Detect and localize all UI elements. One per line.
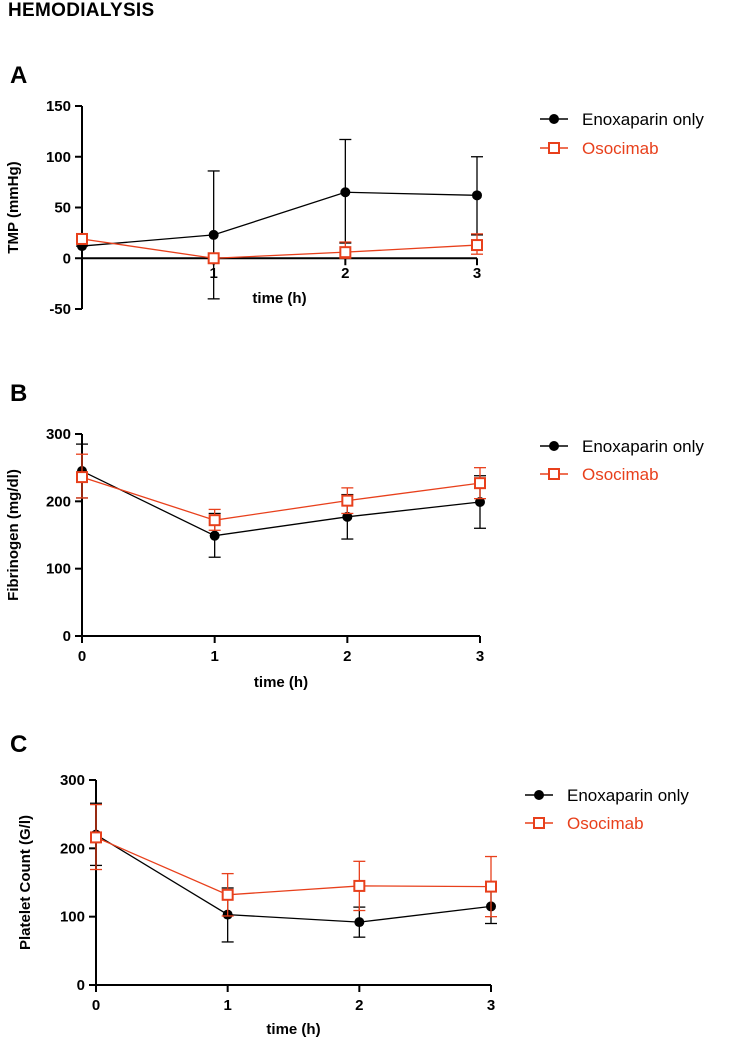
legend-label: Osocimab <box>582 465 659 484</box>
figure-title: HEMODIALYSIS <box>8 0 155 21</box>
y-axis-title: Fibrinogen (mg/dl) <box>5 469 22 601</box>
data-point <box>208 229 219 240</box>
x-tick-label: 2 <box>355 997 363 1014</box>
series-osocimab <box>76 453 486 531</box>
series-line <box>95 836 492 896</box>
y-axis-title: Platelet Count (G/l) <box>17 815 34 950</box>
legend-item-enoxaparin: Enoxaparin only <box>540 110 704 129</box>
data-point <box>341 494 354 507</box>
y-tick-label: 0 <box>63 628 71 645</box>
legend-marker <box>533 817 545 829</box>
x-tick-label: 3 <box>476 648 484 665</box>
series-enoxaparin <box>90 802 497 943</box>
y-tick-label: 100 <box>60 909 85 926</box>
panel-label: C <box>10 731 27 758</box>
y-tick-label: 100 <box>46 149 71 166</box>
legend-marker <box>548 468 560 480</box>
series-line <box>81 238 478 259</box>
data-point <box>207 252 220 265</box>
x-tick-label: 3 <box>473 265 481 282</box>
legend-label: Enoxaparin only <box>567 786 689 805</box>
y-tick-label: -50 <box>49 301 71 318</box>
series-line <box>95 834 492 923</box>
data-point <box>221 888 234 901</box>
legend-marker <box>549 114 559 124</box>
x-axis-title: time (h) <box>266 1021 320 1038</box>
legend-item-enoxaparin: Enoxaparin only <box>540 437 704 456</box>
data-point <box>340 187 351 198</box>
data-point <box>475 497 485 508</box>
data-point <box>471 239 483 252</box>
x-tick-label: 1 <box>210 648 218 665</box>
y-tick-label: 150 <box>46 98 71 115</box>
legend-label: Osocimab <box>582 139 659 158</box>
x-axis-title: time (h) <box>254 674 308 691</box>
series-line <box>81 470 481 537</box>
data-point <box>474 477 486 490</box>
data-point <box>90 831 102 844</box>
series-enoxaparin <box>76 443 486 558</box>
chart-panel-c: C 0 100 200 300 0 1 2 3 time (h) Platelet Count (G… <box>10 731 689 1038</box>
series-osocimab <box>76 232 483 265</box>
legend-marker <box>548 142 560 154</box>
panel-label: B <box>10 380 27 407</box>
x-tick-label: 0 <box>92 997 100 1014</box>
x-tick-label: 2 <box>341 265 349 282</box>
legend-marker <box>549 441 559 451</box>
data-point <box>472 190 482 201</box>
legend-item-osocimab: Osocimab <box>540 465 659 484</box>
y-tick-label: 200 <box>60 840 85 857</box>
legend-marker <box>534 790 544 800</box>
series-line <box>81 476 481 521</box>
data-point <box>354 917 365 928</box>
y-tick-label: 300 <box>60 772 85 789</box>
data-point <box>339 246 352 259</box>
series-line <box>81 191 478 247</box>
legend-label: Osocimab <box>567 814 644 833</box>
legend-item-enoxaparin: Enoxaparin only <box>525 786 689 805</box>
data-point <box>353 879 366 892</box>
series-osocimab <box>90 803 497 918</box>
data-point <box>76 232 88 245</box>
data-point <box>209 530 220 541</box>
y-axis-title: TMP (mmHg) <box>5 161 22 253</box>
panel-label: A <box>10 62 27 89</box>
chart-panel-a: A-50050100150123time (h)TMP (mmHg)Enoxap… <box>5 62 704 318</box>
x-tick-label: 2 <box>343 648 351 665</box>
chart-panel-b: B 0 100 200 300 0 1 2 3 time (h) Fibrinogen (mg/dl… <box>5 380 704 691</box>
y-tick-label: 0 <box>77 977 85 994</box>
y-tick-label: 300 <box>46 426 71 443</box>
y-tick-label: 100 <box>46 561 71 578</box>
legend-label: Enoxaparin only <box>582 437 704 456</box>
y-tick-label: 200 <box>46 493 71 510</box>
data-point <box>76 471 88 484</box>
legend-label: Enoxaparin only <box>582 110 704 129</box>
data-point <box>342 511 353 522</box>
series-enoxaparin <box>76 138 483 300</box>
x-tick-label: 1 <box>223 997 231 1014</box>
y-tick-label: 0 <box>63 250 71 267</box>
legend-item-osocimab: Osocimab <box>540 139 659 158</box>
data-point <box>208 514 221 527</box>
x-axis-title: time (h) <box>252 290 306 307</box>
legend-item-osocimab: Osocimab <box>525 814 644 833</box>
data-point <box>485 880 497 893</box>
x-tick-label: 3 <box>487 997 495 1014</box>
x-tick-label: 0 <box>78 648 86 665</box>
y-tick-label: 50 <box>54 200 71 217</box>
